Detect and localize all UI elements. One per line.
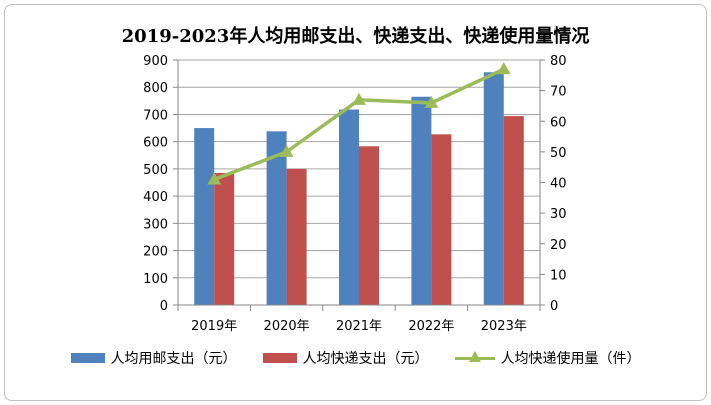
y-right-tick-label: 70 (550, 85, 567, 100)
y-left-tick-label: 900 (143, 54, 168, 69)
legend-label-1: 人均用邮支出（元） (110, 351, 237, 367)
legend: 人均用邮支出（元） 人均快递支出（元） 人均快递使用量（件） (0, 346, 711, 370)
y-left-tick-label: 400 (143, 190, 168, 205)
bars (194, 72, 524, 306)
y-left-tick-label: 300 (143, 217, 168, 232)
line-point-2 (279, 144, 294, 157)
y-left-tick-label: 600 (143, 136, 168, 151)
legend-swatch-2 (262, 353, 297, 363)
y-left-tick-label: 800 (143, 81, 168, 96)
line-point-1 (207, 172, 222, 185)
chart-title: 2019-2023年人均用邮支出、快递支出、快递使用量情况 (121, 26, 590, 47)
bar-2-1 (214, 172, 235, 305)
y-left-tick-label: 700 (143, 108, 168, 123)
legend-item-1: 人均用邮支出（元） (70, 348, 237, 368)
x-tick-label: 2023年 (481, 319, 527, 334)
x-tick-label: 2022年 (408, 319, 454, 334)
y-left-tick-label: 100 (143, 272, 168, 287)
line-series (207, 62, 511, 185)
axes (173, 59, 545, 311)
legend-label-3: 人均快递使用量（件） (500, 351, 641, 367)
y-right-tick-label: 40 (550, 177, 567, 192)
line-point-5 (496, 62, 511, 75)
x-tick-label: 2020年 (264, 319, 310, 334)
bar-1-2 (266, 131, 287, 305)
legend-item-3: 人均快递使用量（件） (454, 348, 641, 368)
y-right-tick-label: 30 (550, 207, 567, 222)
legend-swatch-3 (454, 350, 495, 366)
bar-2-4 (431, 134, 452, 305)
tick-labels: 0 100 200 300 400 500 600 700 800 900 0 10 20 30 40 50 6… (143, 54, 566, 334)
y-right-tick-label: 50 (550, 146, 567, 161)
y-right-tick-label: 0 (550, 299, 558, 314)
y-right-tick-label: 10 (550, 268, 567, 283)
legend-label-2: 人均快递支出（元） (302, 351, 429, 367)
y-right-tick-label: 80 (550, 54, 567, 69)
bar-2-2 (286, 168, 307, 305)
y-right-tick-label: 60 (550, 115, 567, 130)
x-tick-label: 2021年 (336, 319, 382, 334)
y-left-tick-label: 200 (143, 245, 168, 260)
y-left-tick-label: 0 (160, 299, 168, 314)
y-left-tick-label: 500 (143, 163, 168, 178)
y-right-tick-label: 20 (550, 238, 567, 253)
line-point-3 (352, 92, 366, 105)
bar-2-5 (503, 116, 524, 305)
legend-swatch-1 (70, 353, 105, 363)
bar-1-5 (483, 72, 504, 305)
bar-1-4 (411, 96, 432, 305)
line-point-4 (424, 95, 439, 108)
legend-item-2: 人均快递支出（元） (262, 348, 429, 368)
bar-2-3 (359, 146, 379, 305)
bar-1-3 (339, 109, 359, 306)
x-tick-label: 2019年 (191, 319, 237, 334)
bar-1-1 (194, 128, 215, 305)
